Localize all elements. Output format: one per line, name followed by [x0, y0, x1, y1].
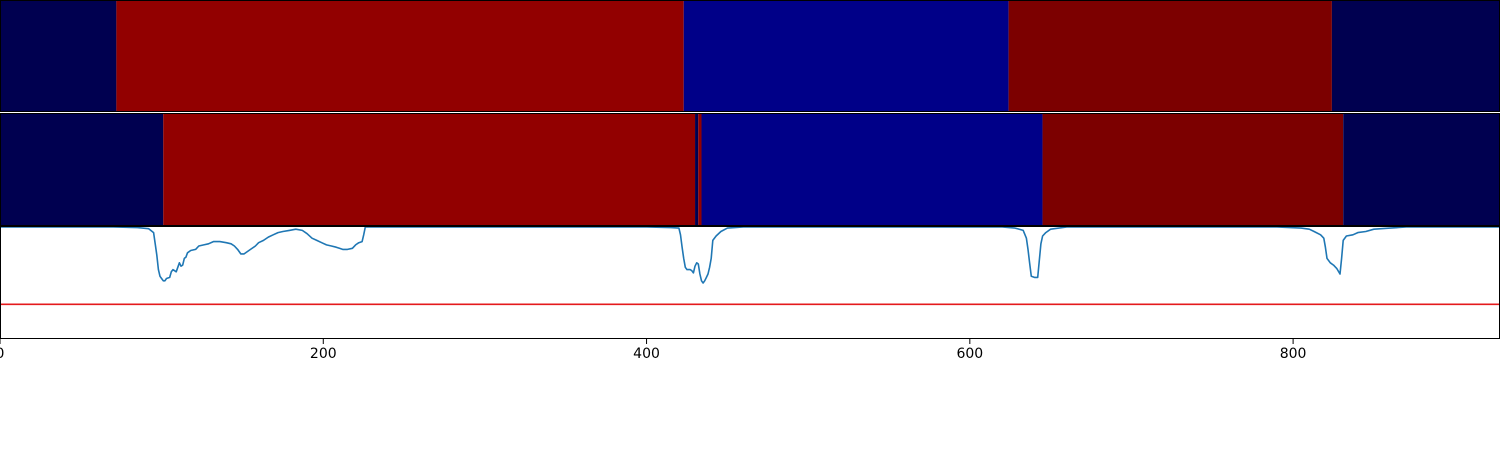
x-axis: 0 200 400 600 800	[0, 339, 1306, 362]
x-tick-label: 800	[1280, 346, 1307, 362]
heatmap-row-1-segment-3	[683, 1, 1009, 112]
heatmap-row-2-segment-6	[1042, 114, 1344, 226]
x-tick-label: 0	[0, 346, 4, 362]
x-tick-label: 200	[310, 346, 337, 362]
heatmap-row-2-segment-1	[0, 114, 164, 226]
heatmap-row-2-segment-2	[163, 114, 696, 226]
heatmap-row-2-segment-7	[1343, 114, 1500, 226]
heatmap-row-1-segment-1	[0, 1, 117, 112]
x-tick-label: 600	[956, 346, 983, 362]
heatmap-row-2-segment-4	[698, 114, 702, 226]
line-plot	[0, 226, 1500, 306]
x-tick-label: 400	[633, 346, 660, 362]
signal-line	[0, 226, 1500, 284]
heatmap-row-2-segment-5	[701, 114, 1043, 226]
heatmap-row-1-segment-5	[1331, 1, 1500, 112]
heatmap-row-1-segment-4	[1008, 1, 1332, 112]
heatmap-row-2	[0, 114, 1500, 226]
heatmap-row-1	[0, 1, 1500, 112]
heatmap-row-1-segment-2	[116, 1, 684, 112]
heatmap-row-2-segment-3	[695, 114, 699, 226]
